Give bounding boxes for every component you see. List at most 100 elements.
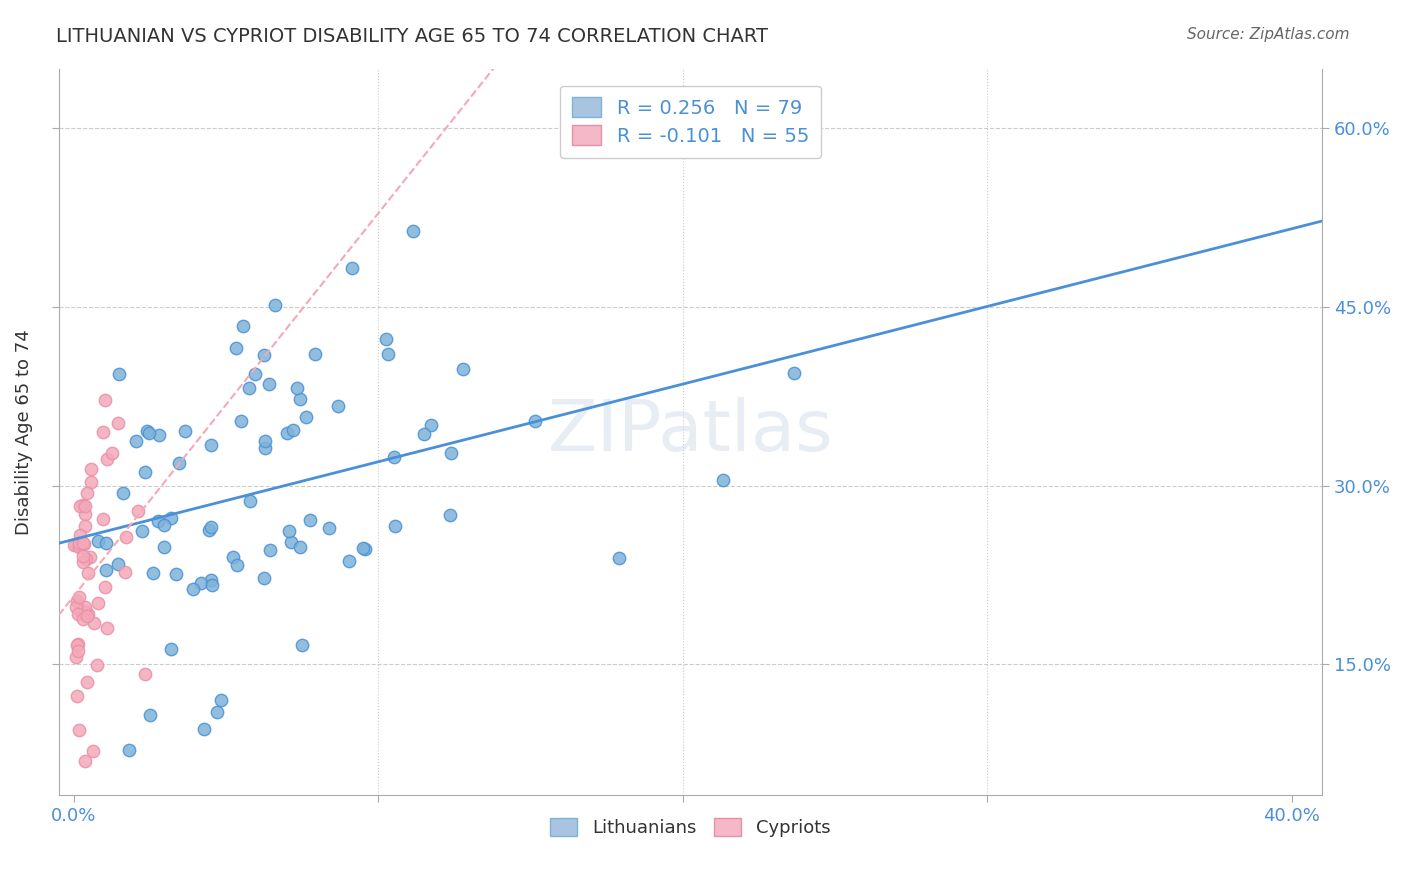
- Point: [91, 511, 114, 525]
- Point: [253, 348, 276, 362]
- Point: [72, 549, 94, 564]
- Point: [280, 535, 302, 549]
- Point: [111, 485, 134, 500]
- Point: [782, 367, 804, 381]
- Point: [607, 550, 630, 565]
- Point: [75, 606, 97, 620]
- Point: [138, 425, 160, 440]
- Point: [80, 475, 103, 489]
- Point: [239, 493, 262, 508]
- Point: [142, 566, 165, 581]
- Point: [451, 362, 474, 376]
- Point: [69, 604, 91, 618]
- Point: [160, 641, 183, 656]
- Point: [276, 426, 298, 441]
- Point: [318, 521, 340, 535]
- Point: [263, 298, 285, 312]
- Point: [304, 347, 326, 361]
- Point: [238, 381, 260, 395]
- Point: [382, 450, 405, 464]
- Point: [257, 377, 280, 392]
- Point: [76, 486, 98, 500]
- Point: [326, 400, 349, 414]
- Point: [253, 434, 276, 449]
- Point: [198, 523, 221, 537]
- Point: [285, 381, 308, 395]
- Point: [127, 504, 149, 518]
- Point: [94, 393, 117, 408]
- Point: [86, 658, 108, 673]
- Point: [67, 723, 90, 737]
- Point: [165, 567, 187, 582]
- Point: [298, 513, 321, 527]
- Text: Source: ZipAtlas.com: Source: ZipAtlas.com: [1187, 27, 1350, 42]
- Point: [82, 744, 104, 758]
- Point: [65, 689, 87, 703]
- Point: [440, 446, 463, 460]
- Point: [67, 607, 90, 621]
- Text: ZIPatlas: ZIPatlas: [547, 398, 834, 467]
- Point: [377, 347, 399, 361]
- Point: [96, 621, 118, 635]
- Point: [66, 638, 89, 652]
- Point: [65, 600, 87, 615]
- Point: [277, 524, 299, 539]
- Point: [420, 417, 443, 432]
- Point: [152, 517, 174, 532]
- Point: [65, 649, 87, 664]
- Point: [93, 425, 115, 439]
- Point: [107, 557, 129, 571]
- Point: [72, 612, 94, 626]
- Point: [139, 707, 162, 722]
- Point: [232, 318, 254, 333]
- Point: [352, 541, 374, 555]
- Point: [200, 573, 222, 587]
- Point: [94, 563, 117, 577]
- Point: [83, 616, 105, 631]
- Point: [114, 565, 136, 579]
- Point: [96, 451, 118, 466]
- Point: [72, 537, 94, 551]
- Point: [65, 538, 87, 552]
- Point: [225, 341, 247, 355]
- Point: [72, 535, 94, 549]
- Point: [294, 409, 316, 424]
- Point: [148, 428, 170, 442]
- Point: [291, 639, 314, 653]
- Point: [76, 566, 98, 581]
- Point: [413, 427, 436, 442]
- Point: [75, 518, 97, 533]
- Point: [63, 538, 86, 552]
- Point: [75, 600, 97, 615]
- Point: [167, 456, 190, 470]
- Point: [243, 368, 266, 382]
- Point: [523, 415, 546, 429]
- Point: [100, 446, 122, 460]
- Point: [94, 536, 117, 550]
- Point: [283, 423, 305, 437]
- Point: [193, 722, 215, 736]
- Point: [134, 465, 156, 479]
- Point: [66, 637, 89, 651]
- Point: [72, 498, 94, 512]
- Point: [200, 520, 222, 534]
- Point: [259, 543, 281, 558]
- Point: [108, 368, 131, 382]
- Point: [229, 414, 252, 428]
- Point: [114, 530, 136, 544]
- Point: [225, 558, 247, 572]
- Point: [354, 542, 377, 557]
- Point: [190, 575, 212, 590]
- Point: [125, 434, 148, 449]
- Point: [221, 550, 243, 565]
- Point: [94, 580, 117, 594]
- Point: [337, 554, 360, 568]
- Point: [69, 499, 91, 513]
- Legend: Lithuanians, Cypriots: Lithuanians, Cypriots: [543, 811, 838, 845]
- Point: [67, 590, 90, 604]
- Point: [66, 643, 89, 657]
- Point: [134, 667, 156, 681]
- Point: [75, 507, 97, 521]
- Text: LITHUANIAN VS CYPRIOT DISABILITY AGE 65 TO 74 CORRELATION CHART: LITHUANIAN VS CYPRIOT DISABILITY AGE 65 …: [56, 27, 768, 45]
- Point: [118, 743, 141, 757]
